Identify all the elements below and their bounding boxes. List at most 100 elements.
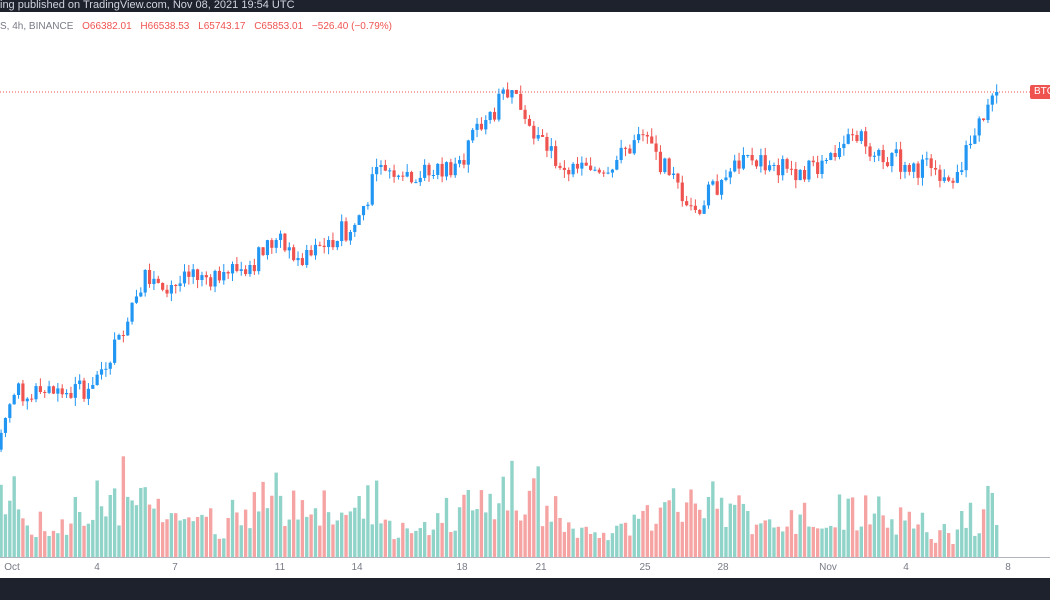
candle-body [885,162,890,167]
volume-bar [602,532,606,557]
time-axis[interactable]: Oct 4 7 11 14 18 21 25 28 Nov 4 8 [0,557,1050,579]
candle-body [449,162,453,176]
candle-body [903,165,907,172]
volume-bar [938,530,942,557]
candle-body [693,205,697,210]
volume-bar [877,496,881,557]
volume-bar [995,524,999,557]
candle-body [257,247,261,272]
candle-body [837,148,842,158]
volume-bar [754,524,759,557]
volume-bar [182,519,187,557]
volume-bar [195,517,200,557]
volume-bar [283,525,287,557]
candle-body [510,90,514,98]
volume-bar [894,534,898,557]
volume-bar [414,530,418,557]
volume-bar [536,466,540,557]
candle-body [479,123,483,130]
volume-bar [820,528,824,557]
candle-body [702,205,706,214]
volume-bar [680,521,684,557]
volume-bar [964,527,968,557]
candle-body [571,163,575,175]
candle-body [671,173,676,176]
volume-bar [750,534,754,557]
volume-bar [505,510,510,557]
volume-bar [169,513,174,557]
volume-bar [38,511,43,557]
candle-body [925,158,929,160]
volume-bar [946,533,951,557]
candle-body [196,269,200,281]
volume-bar [388,520,392,557]
candle-body [82,380,86,399]
candle-body [409,172,414,183]
candle-body [471,129,475,141]
volume-bar [248,528,252,557]
volume-bar [296,519,300,557]
volume-bar [25,525,29,557]
volume-bar [798,514,802,557]
candle-body [724,177,728,181]
volume-bar [571,528,575,557]
candle-body [506,89,510,98]
volume-bar [305,516,309,557]
volume-bar [553,496,558,557]
candle-body [951,180,955,183]
volume-bar [156,498,160,557]
volume-bar [942,524,946,557]
candle-body [558,165,562,168]
candle-body [204,275,208,278]
volume-bar [776,526,781,557]
candle-body [239,269,243,271]
change-value: −526.40 (−0.79%) [311,21,392,32]
volume-bar [73,496,77,557]
volume-bar [379,523,383,557]
candle-body [536,135,540,139]
volume-bar [121,456,126,557]
candle-body [327,239,331,248]
candle-body [619,147,623,161]
volume-bar [833,527,837,557]
volume-bar [519,520,523,557]
candle-body [405,172,409,177]
volume-bar [95,480,99,557]
candle-body [51,386,56,394]
candle-body [741,155,745,169]
candle-body [663,158,667,173]
volume-bar [846,498,850,557]
volume-bar [444,497,449,557]
candle-body [488,111,492,121]
volume-bar [152,508,156,557]
volume-bar [104,516,108,557]
volume-bar [645,505,650,557]
candle-body [776,165,780,176]
candle-body [632,140,636,154]
candle-body [265,240,270,256]
volume-bar [274,472,278,557]
candlestick-chart[interactable] [0,0,1050,557]
candle-body [466,140,470,165]
candle-body [16,383,21,395]
volume-bar [933,542,938,557]
candle-body [715,181,719,195]
volume-bar [706,496,711,557]
candle-body [746,154,750,156]
candle-body [667,158,671,176]
volume-bar [859,526,863,557]
volume-bar [43,531,47,557]
candle-body [610,169,614,173]
volume-bar [872,513,877,557]
volume-bar [960,511,964,557]
candle-body [497,93,501,120]
volume-bar [471,510,475,557]
volume-bar [235,512,239,557]
candle-body [532,125,536,139]
candle-body [344,221,348,241]
candle-body [274,239,278,248]
candle-body [43,392,47,394]
candle-body [602,172,606,174]
volume-bar [300,500,305,557]
candle-body [65,392,69,395]
